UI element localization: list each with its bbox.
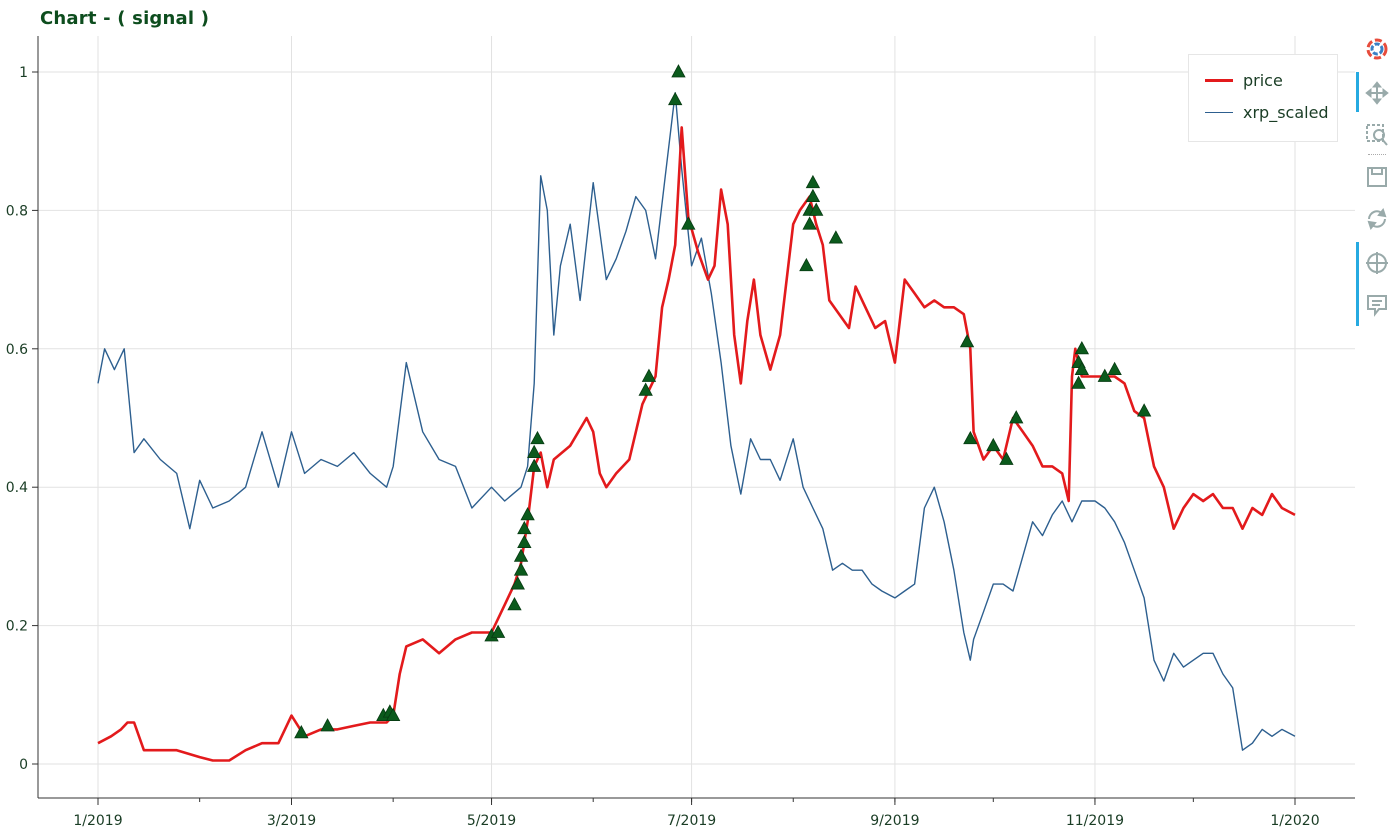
x-tick-label: 7/2019 [667,813,716,829]
legend-item-price: price [1205,69,1283,91]
x-tick-label: 3/2019 [267,813,316,829]
y-tick-label: 0.4 [6,480,28,496]
signal-marker [828,230,844,244]
signal-marker [959,334,975,348]
signal-marker [507,597,522,611]
y-tick-label: 0.2 [6,619,28,635]
signal-marker [805,174,821,189]
series-line-price [97,126,1296,762]
signal-marker [802,216,817,230]
signal-markers [294,64,1152,739]
signal-marker [671,64,686,78]
signal-marker [530,430,545,445]
signal-marker [520,507,535,521]
y-tick-label: 0.8 [6,203,28,219]
y-tick-label: 0.6 [6,342,28,358]
x-tick-label: 9/2019 [870,813,919,829]
legend-swatch-price [1205,78,1233,82]
signal-marker [809,202,824,216]
legend-item-xrp-scaled: xrp_scaled [1205,101,1329,123]
signal-marker [681,216,696,230]
signal-marker [526,444,542,459]
x-tick-label: 1/2019 [73,813,122,829]
inspect-tool-active-indicator [1356,242,1359,326]
save-icon[interactable] [1364,164,1390,190]
signal-marker [986,437,1001,452]
signal-marker [385,707,401,721]
signal-marker [999,451,1014,465]
box-zoom-icon[interactable] [1364,122,1390,148]
signal-marker [638,382,653,396]
x-tick-label: 5/2019 [467,813,516,829]
signal-marker [641,368,657,382]
series-line-xrp-scaled [97,92,1296,751]
x-tick-label: 1/2020 [1270,813,1319,829]
signal-marker [294,725,309,739]
signal-marker [799,257,814,272]
signal-marker [1009,410,1024,424]
signal-marker [517,534,532,548]
legend-label-xrp-scaled: xrp_scaled [1243,102,1329,122]
x-tick-label: 11/2019 [1066,813,1124,829]
legend-swatch-xrp-scaled [1205,111,1233,113]
signal-marker [1071,375,1086,389]
signal-marker [963,430,978,445]
signal-marker [526,458,542,472]
toolbar [1356,36,1396,336]
y-tick-label: 1 [19,65,28,81]
signal-marker [320,718,335,732]
signal-marker [1074,340,1090,355]
signal-marker [1074,361,1090,375]
y-tick-label: 0 [19,757,28,773]
crosshair-icon[interactable] [1364,250,1390,276]
signal-marker [1097,368,1112,382]
signal-marker [513,548,529,562]
legend-label-price: price [1243,70,1283,90]
signal-marker [1136,403,1152,417]
pan-icon[interactable] [1364,80,1390,106]
signal-marker [517,520,532,535]
drag-tool-active-indicator [1356,72,1359,112]
signal-marker [510,576,525,590]
signal-marker [490,624,506,638]
signal-marker [805,188,821,202]
legend: price xrp_scaled [1188,54,1338,142]
chart-title: Chart - ( signal ) [40,8,210,29]
hover-icon[interactable] [1364,292,1390,318]
toolbar-separator [1368,154,1386,155]
signal-marker [668,91,683,106]
grid [38,36,1355,798]
reset-icon[interactable] [1364,206,1390,232]
bokeh-logo-icon[interactable] [1364,36,1390,62]
series [97,92,1296,762]
signal-marker [1107,361,1122,375]
signal-marker [513,562,529,576]
axes: 00.20.40.60.811/2019 3/2019 5/2019 7/2019 9/… [6,36,1355,829]
